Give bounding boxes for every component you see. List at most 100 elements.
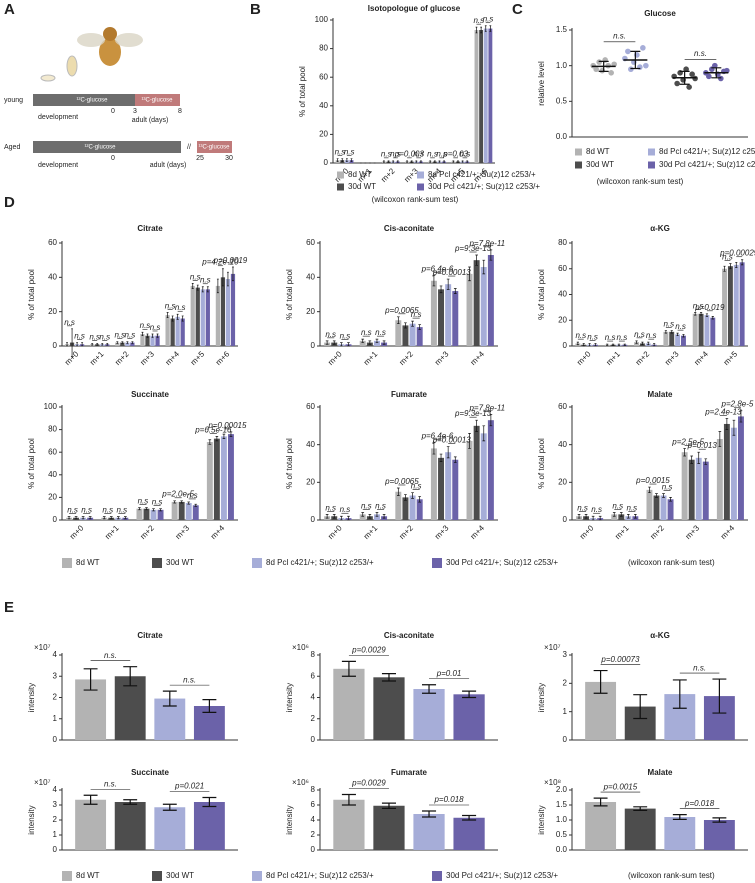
error-bar [123, 799, 138, 805]
error-bar [74, 516, 78, 520]
error-bar [396, 160, 399, 163]
bar [681, 335, 686, 346]
error-bar [381, 672, 397, 682]
error-bar [489, 25, 492, 32]
dot [712, 62, 718, 69]
error-bar [152, 508, 155, 512]
dot [593, 66, 599, 73]
y-tick-label: 60 [319, 72, 328, 81]
error-bar [406, 160, 408, 163]
error-bar [396, 316, 400, 325]
y-tick-label: 60 [558, 264, 567, 273]
error-bar [202, 796, 217, 808]
y-tick-label: 6 [311, 671, 316, 680]
error-bar [712, 817, 727, 823]
error-bar [181, 315, 184, 322]
bar [430, 448, 437, 520]
y-axis-label: % of total pool [285, 269, 294, 320]
y-tick-label: 0 [53, 735, 58, 744]
x-tick-label: m+5 [722, 349, 740, 367]
error-bar [606, 343, 609, 346]
bar [634, 342, 639, 346]
legend-label: 30d WT [166, 871, 194, 880]
dot [596, 59, 602, 65]
legend-label: 8d Pcl c421/+; Su(z)12 c253/+ [659, 147, 755, 156]
legend-label: 8d WT [76, 871, 100, 880]
annotation: p=0.00013 [432, 436, 472, 445]
phase: adult (days) [150, 162, 187, 169]
x-tick-label: m+4 [719, 523, 737, 541]
error-bar [341, 660, 356, 677]
bar [165, 315, 170, 346]
tick: 30 [225, 155, 233, 162]
annotation: n.s [200, 276, 211, 285]
annotation: n.s [175, 303, 186, 312]
x-tick-label: m+4 [692, 349, 710, 367]
chart-title: Fumarate [391, 768, 428, 777]
error-bar [648, 486, 651, 494]
bar [416, 327, 423, 346]
annotation: p=4.2e-10 [201, 258, 239, 267]
scale-label: ×10⁷ [34, 778, 51, 787]
chart-title: α-KG [650, 631, 670, 640]
bar [154, 807, 186, 850]
annotation: p=0.0019 [213, 256, 248, 265]
error-bar [201, 286, 204, 293]
error-bar [669, 497, 672, 502]
y-tick-label: 4 [311, 693, 316, 702]
error-bar [208, 439, 212, 445]
annotation: p=9.3e-13 [454, 244, 492, 253]
x-tick-label: m+3 [174, 523, 192, 541]
bar [125, 342, 130, 346]
y-tick-label: 100 [315, 15, 329, 24]
error-bar [421, 684, 437, 694]
annotation: p=0.0015 [603, 782, 638, 791]
error-bar [439, 285, 443, 294]
annotation: p=2.5e-5 [671, 437, 704, 446]
annotation: n.s [427, 149, 438, 158]
bar [228, 434, 234, 520]
y-tick-label: 2 [311, 830, 316, 839]
test-note: (wilcoxon rank-sum test) [628, 871, 715, 880]
legend-label: 30d WT [348, 182, 376, 191]
annotation: n.s [67, 506, 78, 515]
bar [669, 331, 675, 346]
dot [628, 66, 634, 73]
y-tick-label: 0 [563, 735, 568, 744]
scale-label: ×10⁶ [292, 778, 309, 787]
y-tick-label: 20 [48, 307, 57, 316]
y-tick-label: 60 [558, 402, 567, 411]
larva [40, 74, 56, 82]
x-tick-label: m+2 [397, 349, 415, 367]
sd-bar [679, 70, 690, 85]
y-tick-label: 40 [319, 101, 328, 110]
error-bar [145, 507, 148, 511]
annotation: p=0.018 [433, 795, 464, 804]
bar [215, 285, 220, 346]
error-bar [705, 313, 709, 317]
error-bar [116, 341, 119, 344]
bar [663, 331, 669, 346]
y-axis-label: % of total pool [27, 438, 36, 489]
chart-title: Fumarate [391, 390, 428, 399]
error-bar [723, 265, 726, 272]
error-bar [466, 160, 469, 163]
error-bar [617, 343, 621, 346]
error-bar [664, 330, 667, 334]
error-bar [141, 331, 144, 337]
y-axis-label: intensity [537, 805, 546, 834]
error-bar [382, 514, 386, 519]
error-bar [475, 419, 478, 432]
error-bar [475, 26, 478, 34]
annotation: p=0.00013 [432, 268, 472, 277]
error-bar [411, 492, 414, 499]
error-bar [71, 328, 74, 357]
y-tick-label: 1.0 [556, 61, 568, 70]
y-axis-label: intensity [285, 805, 294, 834]
annotation: p=6.5e-16 [194, 425, 232, 434]
error-bar [418, 496, 422, 503]
bar [220, 436, 227, 520]
annotation: n.s [375, 328, 386, 337]
error-bar [191, 282, 194, 289]
chart-title: Succinate [131, 768, 169, 777]
